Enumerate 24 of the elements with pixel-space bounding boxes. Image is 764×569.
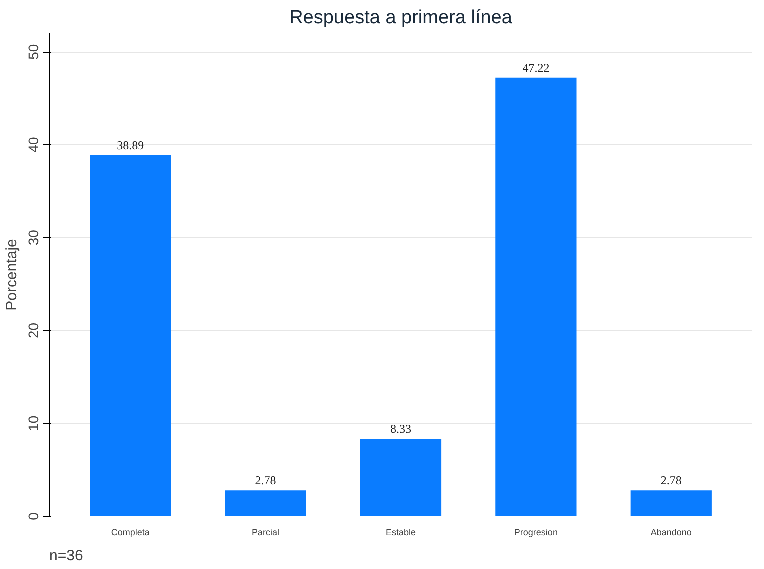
y-tick-label: 50 <box>26 44 42 60</box>
x-tick-label: Completa <box>111 528 150 538</box>
bar <box>90 155 172 516</box>
x-tick-label: Progresion <box>514 528 558 538</box>
chart-title: Respuesta a primera línea <box>290 8 513 28</box>
bar <box>360 439 442 516</box>
y-tick-label: 20 <box>26 322 42 339</box>
data-label: 2.78 <box>255 474 276 488</box>
data-label: 47.22 <box>522 60 550 75</box>
data-label: 2.78 <box>660 474 682 488</box>
x-tick-label: Estable <box>386 528 416 538</box>
x-tick-label: Abandono <box>650 528 692 538</box>
y-axis-title: Porcentaje <box>4 239 20 311</box>
bar <box>496 78 577 516</box>
data-label: 38.89 <box>117 138 144 152</box>
y-tick-label: 0 <box>26 512 42 520</box>
y-tick-label: 30 <box>26 230 42 246</box>
y-tick-label: 40 <box>26 136 42 153</box>
bar <box>630 490 712 516</box>
text: n=36 <box>50 548 84 564</box>
bar <box>225 490 306 516</box>
x-tick-label: Parcial <box>252 528 280 538</box>
y-tick-label: 10 <box>26 416 42 432</box>
data-label: 8.33 <box>390 422 412 436</box>
